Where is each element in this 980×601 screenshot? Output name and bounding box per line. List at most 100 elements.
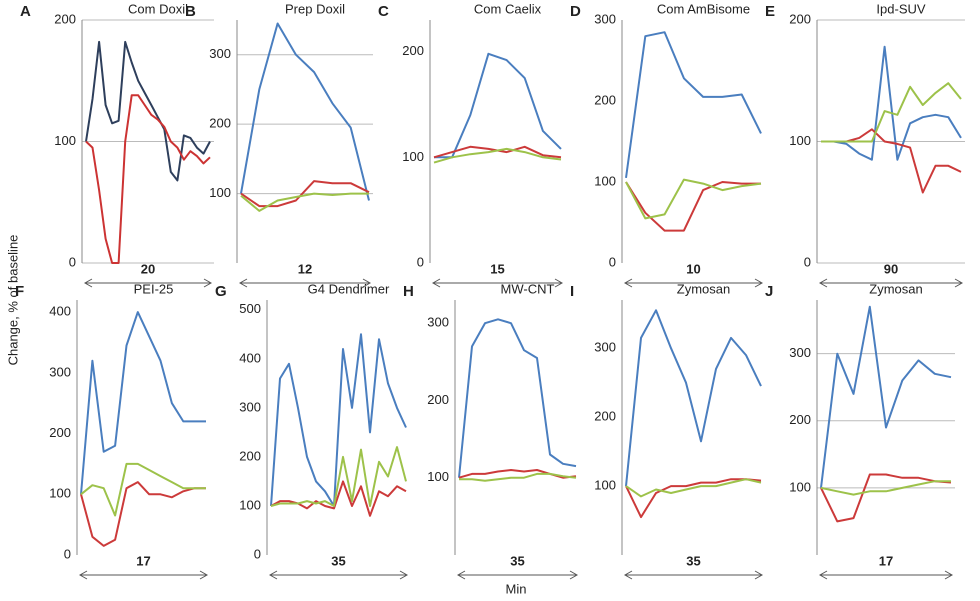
span-label: 90 <box>884 261 898 276</box>
span-label: 10 <box>686 261 700 276</box>
span-label: 17 <box>136 553 150 568</box>
data-line <box>625 478 762 498</box>
y-tick-label: 200 <box>594 92 616 107</box>
panel-letter: B <box>185 3 196 20</box>
data-line <box>459 472 577 482</box>
data-line <box>821 128 962 194</box>
y-tick-label: 100 <box>789 133 811 148</box>
data-line <box>625 178 762 220</box>
panel-title: Prep Doxil <box>285 1 345 16</box>
data-line <box>458 469 577 479</box>
y-tick-label: 300 <box>594 340 616 355</box>
data-line <box>80 462 206 517</box>
data-line <box>433 147 562 164</box>
arrow-head <box>238 278 372 288</box>
data-line <box>820 473 952 523</box>
y-tick-label: 400 <box>239 350 261 365</box>
data-line <box>821 82 962 143</box>
data-line <box>434 52 562 159</box>
span-label: 35 <box>510 553 524 568</box>
data-line <box>270 446 407 507</box>
y-tick-label: 0 <box>254 546 261 561</box>
panel-letter: H <box>403 283 414 300</box>
data-line <box>820 305 952 489</box>
y-tick-label: 200 <box>209 116 231 131</box>
y-tick-label: 200 <box>54 11 76 26</box>
y-tick-label: 0 <box>69 254 76 269</box>
arrow-head <box>818 570 954 580</box>
span-label: 35 <box>686 553 700 568</box>
y-tick-label: 100 <box>594 478 616 493</box>
data-line <box>240 192 369 212</box>
y-tick-label: 200 <box>427 392 449 407</box>
data-line <box>625 31 762 179</box>
panel-letter: F <box>15 283 24 300</box>
data-line <box>80 481 206 547</box>
data-line <box>80 311 206 495</box>
span-label: 12 <box>298 261 312 276</box>
y-tick-label: 100 <box>54 133 76 148</box>
y-tick-label: 200 <box>789 412 811 427</box>
y-tick-label: 200 <box>402 43 424 58</box>
span-label: 35 <box>331 553 345 568</box>
data-line <box>820 480 951 496</box>
y-tick-label: 300 <box>594 11 616 26</box>
data-line <box>458 318 577 478</box>
data-line <box>85 40 211 182</box>
y-tick-label: 400 <box>49 304 71 319</box>
y-tick-label: 300 <box>427 315 449 330</box>
panel-title: Ipd-SUV <box>876 1 925 16</box>
data-line <box>625 478 762 519</box>
panel-letter: A <box>20 3 31 20</box>
arrow-head <box>78 570 209 580</box>
arrow-head <box>268 570 409 580</box>
panel-title: Zymosan <box>869 281 922 296</box>
y-tick-label: 100 <box>427 469 449 484</box>
panel-letter: D <box>570 3 581 20</box>
x-axis-label: Min <box>506 581 527 596</box>
panel-title: Com Caelix <box>474 1 542 16</box>
panel-title: PEI-25 <box>134 281 174 296</box>
panel-letter: I <box>570 283 574 300</box>
panel-letter: G <box>215 283 227 300</box>
y-tick-label: 200 <box>239 448 261 463</box>
y-tick-label: 100 <box>209 185 231 200</box>
panel-letter: E <box>765 3 775 20</box>
span-label: 17 <box>879 553 893 568</box>
y-tick-label: 100 <box>789 479 811 494</box>
y-tick-label: 100 <box>402 149 424 164</box>
panel-letter: C <box>378 3 389 20</box>
panel-title: Zymosan <box>677 281 730 296</box>
arrow-head <box>623 278 764 288</box>
y-tick-label: 100 <box>49 486 71 501</box>
data-line <box>625 181 761 232</box>
y-tick-label: 200 <box>789 11 811 26</box>
panel-letter: J <box>765 283 773 300</box>
y-tick-label: 0 <box>804 254 811 269</box>
y-tick-label: 0 <box>417 254 424 269</box>
y-axis-label: Change, % of baseline <box>5 235 20 366</box>
y-tick-label: 200 <box>49 425 71 440</box>
y-tick-label: 100 <box>239 497 261 512</box>
panel-title: MW-CNT <box>501 281 555 296</box>
span-label: 20 <box>141 261 155 276</box>
y-tick-label: 500 <box>239 301 261 316</box>
panel-title: G4 Dendrimer <box>308 281 390 296</box>
y-tick-label: 300 <box>789 345 811 360</box>
data-line <box>625 309 762 487</box>
data-line <box>270 480 407 517</box>
arrow-head <box>456 570 579 580</box>
data-line <box>240 180 370 208</box>
y-tick-label: 100 <box>594 173 616 188</box>
y-tick-label: 200 <box>594 409 616 424</box>
panel-title: Com AmBisome <box>657 1 750 16</box>
arrow-head <box>623 570 764 580</box>
arrow-head <box>818 278 964 288</box>
y-tick-label: 300 <box>49 364 71 379</box>
arrow-head <box>431 278 564 288</box>
y-tick-label: 0 <box>609 254 616 269</box>
data-line <box>821 45 962 161</box>
y-tick-label: 300 <box>239 399 261 414</box>
y-tick-label: 300 <box>209 46 231 61</box>
